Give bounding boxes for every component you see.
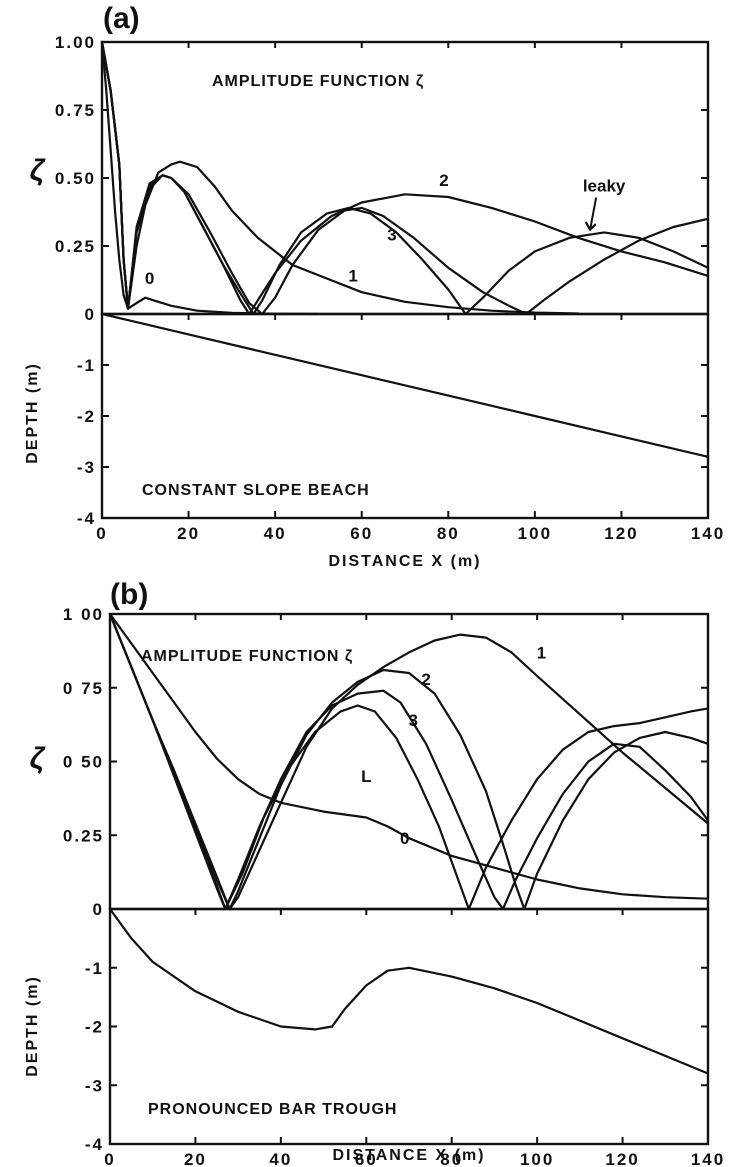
amplitude-tick-label: 1.00 xyxy=(55,33,96,52)
amplitude-tick-label: 0.75 xyxy=(55,101,96,120)
panel-letter: (a) xyxy=(103,2,140,35)
x-tick-label: 60 xyxy=(350,524,373,543)
amplitude-tick-label: 0 75 xyxy=(63,679,104,698)
depth-tick-label: -4 xyxy=(85,1135,104,1154)
beach-profile-annotation: PRONOUNCED BAR TROUGH xyxy=(148,1101,397,1118)
depth-tick-label: -2 xyxy=(77,407,96,426)
depth-tick-label: -1 xyxy=(77,356,96,375)
curve-label-2: 2 xyxy=(439,171,448,190)
x-tick-label: 40 xyxy=(264,524,287,543)
mode-curve-leaky xyxy=(100,40,710,316)
leaky-pointer-head xyxy=(585,221,597,231)
panel-a: (a)0 20 40 60 80 100 120 1401.000.750.500.250-1… xyxy=(24,2,725,570)
x-tick-label: 80 xyxy=(440,1150,463,1167)
curve-label-1: 1 xyxy=(348,266,357,285)
curve-label-3: 3 xyxy=(409,711,418,730)
mode-curve-2 xyxy=(108,612,710,911)
x-tick-label: 120 xyxy=(604,524,638,543)
curve-label-0: 0 xyxy=(145,269,154,288)
depth-tick-label: -2 xyxy=(85,1018,104,1037)
x-tick-label: 80 xyxy=(437,524,460,543)
x-tick-label: 120 xyxy=(605,1150,639,1167)
x-tick-label: 0 xyxy=(104,1150,115,1167)
mode-curve-L xyxy=(108,612,710,911)
depth-axis-title: DEPTH (m) xyxy=(24,975,41,1077)
depth-tick-label: -1 xyxy=(85,959,104,978)
x-tick-label: 20 xyxy=(177,524,200,543)
amplitude-tick-label: 0.50 xyxy=(55,169,96,188)
x-tick-label: 100 xyxy=(518,524,552,543)
mode-curve-0 xyxy=(100,40,320,316)
amplitude-tick-label: 1 00 xyxy=(63,605,104,624)
leaky-pointer-arrow xyxy=(589,197,598,230)
x-tick-label: 0 xyxy=(96,524,107,543)
curve-label-0: 0 xyxy=(400,829,409,848)
amplitude-tick-label: 0 50 xyxy=(63,753,104,772)
depth-profile-line xyxy=(100,312,710,458)
x-tick-label: 100 xyxy=(520,1150,554,1167)
x-tick-label: 40 xyxy=(269,1150,292,1167)
depth-tick-label: -3 xyxy=(85,1076,104,1095)
amplitude-axis-title: ζ xyxy=(30,742,47,775)
x-tick-label: 140 xyxy=(691,524,725,543)
curve-label-L: L xyxy=(361,767,371,786)
x-tick-label: 20 xyxy=(184,1150,207,1167)
amplitude-tick-label: 0.25 xyxy=(55,237,96,256)
x-tick-label: 60 xyxy=(355,1150,378,1167)
depth-axis-title: DEPTH (m) xyxy=(24,362,41,464)
x-axis-title: DISTANCE X (m) xyxy=(328,553,481,570)
curve-label-leaky: leaky xyxy=(583,177,626,196)
amplitude-axis-title: ζ xyxy=(30,154,47,187)
panel-letter: (b) xyxy=(110,578,148,611)
amplitude-function-annotation: AMPLITUDE FUNCTION ζ xyxy=(212,73,424,90)
x-tick-label: 140 xyxy=(691,1150,725,1167)
curve-label-2: 2 xyxy=(421,670,430,689)
amplitude-tick-label: 0 xyxy=(93,900,104,919)
depth-tick-label: -3 xyxy=(77,458,96,477)
x-axis-title: DISTANCE X (m) xyxy=(332,1147,485,1164)
amplitude-tick-label: 0 xyxy=(85,305,96,324)
curve-label-3: 3 xyxy=(387,226,396,245)
mode-curve-0 xyxy=(108,612,710,900)
curve-label-1: 1 xyxy=(537,643,546,662)
beach-profile-annotation: CONSTANT SLOPE BEACH xyxy=(142,482,370,499)
amplitude-function-annotation: AMPLITUDE FUNCTION ζ xyxy=(141,648,353,665)
amplitude-tick-label: 0.25 xyxy=(63,826,104,845)
depth-tick-label: -4 xyxy=(77,509,96,528)
depth-profile-line xyxy=(108,907,710,1075)
